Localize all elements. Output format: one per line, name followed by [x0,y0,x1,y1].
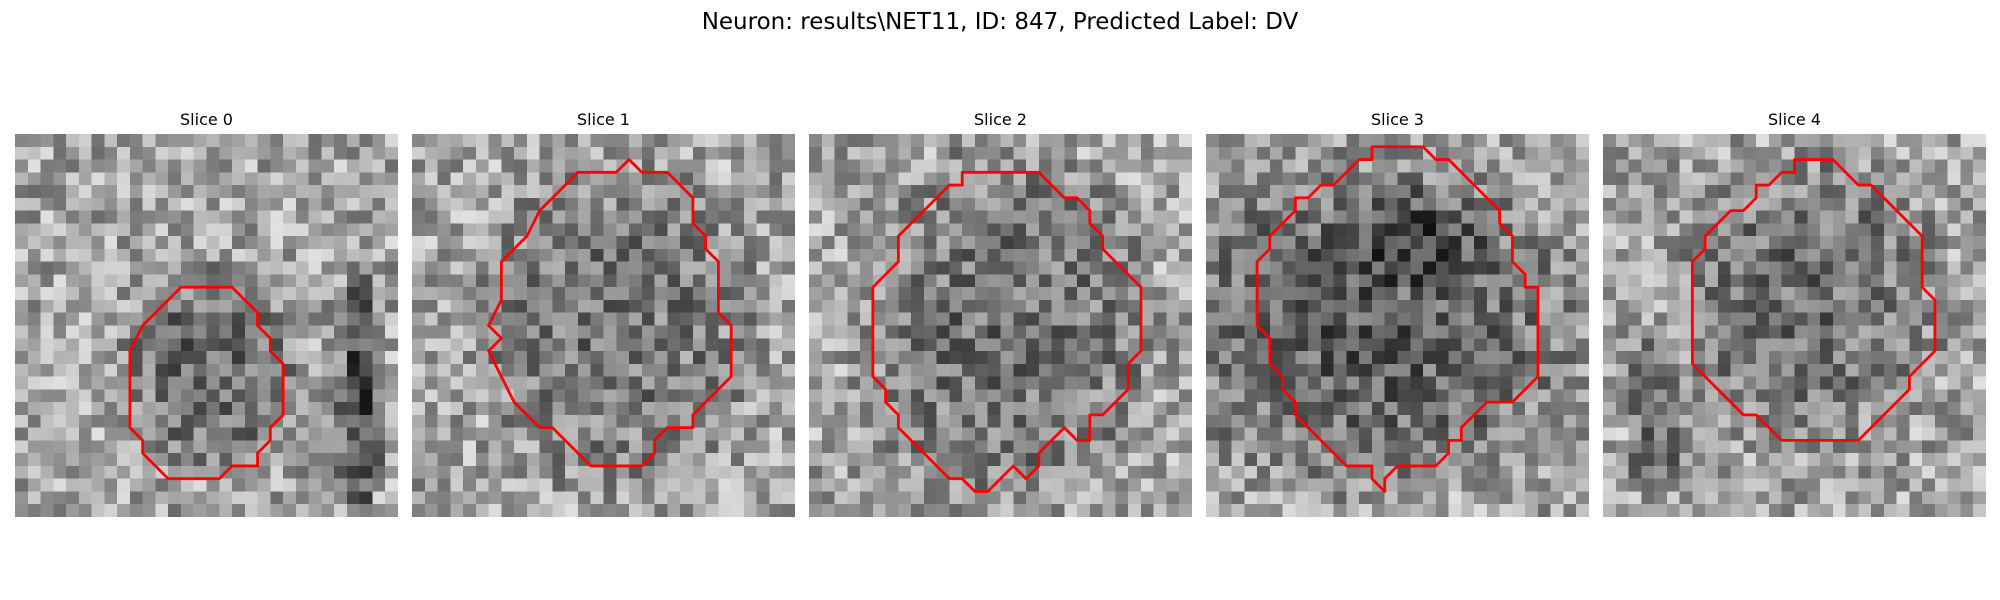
slice-image [412,134,795,517]
grayscale-patch [15,134,398,517]
slice-panel-3: Slice 3 [1206,0,1589,600]
slice-title: Slice 1 [412,110,795,130]
slice-panel-1: Slice 1 [412,0,795,600]
slice-title: Slice 4 [1603,110,1986,130]
slice-image [15,134,398,517]
grayscale-patch [809,134,1192,517]
grayscale-patch [412,134,795,517]
slice-panel-2: Slice 2 [809,0,1192,600]
slice-image [1603,134,1986,517]
slice-title: Slice 2 [809,110,1192,130]
slice-panel-4: Slice 4 [1603,0,1986,600]
slice-image [1206,134,1589,517]
slice-panel-0: Slice 0 [15,0,398,600]
grayscale-patch [1206,134,1589,517]
grayscale-patch [1603,134,1986,517]
slice-image [809,134,1192,517]
slice-title: Slice 0 [15,110,398,130]
slice-title: Slice 3 [1206,110,1589,130]
